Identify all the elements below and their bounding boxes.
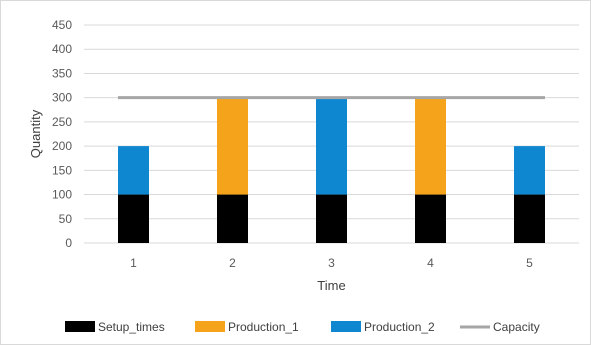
legend-swatch-production-2 xyxy=(331,321,361,332)
y-tick-label: 400 xyxy=(52,42,72,56)
legend-label-capacity: Capacity xyxy=(493,320,540,334)
bar-production-2-1 xyxy=(118,146,149,195)
x-tick-label: 5 xyxy=(526,256,533,270)
bar-production-2-5 xyxy=(514,146,545,195)
x-axis-title: Time xyxy=(317,278,345,293)
legend-label-production-2: Production_2 xyxy=(364,320,435,334)
y-tick-label: 350 xyxy=(52,66,72,80)
y-tick-label: 250 xyxy=(52,115,72,129)
legend-swatch-production-1 xyxy=(195,321,225,332)
legend-label-setup-times: Setup_times xyxy=(98,320,165,334)
axes: 0 50 100 150 200 250 300 350 400 450 1 2 3 4 5 xyxy=(52,18,533,270)
bar-production-1-2 xyxy=(217,97,248,195)
bars xyxy=(118,97,545,243)
x-tick-label: 3 xyxy=(328,256,335,270)
y-tick-label: 100 xyxy=(52,188,72,202)
legend-swatch-setup-times xyxy=(65,321,95,332)
legend: Setup_times Production_1 Production_2 Capac… xyxy=(65,320,540,334)
x-tick-label: 1 xyxy=(130,256,137,270)
bar-setup-times-2 xyxy=(217,194,248,243)
y-tick-label: 50 xyxy=(59,212,73,226)
bar-setup-times-4 xyxy=(415,194,446,243)
bar-production-2-3 xyxy=(316,97,347,195)
y-tick-label: 300 xyxy=(52,91,72,105)
y-tick-label: 200 xyxy=(52,139,72,153)
bar-production-1-4 xyxy=(415,97,446,195)
x-tick-label: 4 xyxy=(427,256,434,270)
bar-setup-times-3 xyxy=(316,194,347,243)
bar-setup-times-1 xyxy=(118,194,149,243)
y-axis-title: Quantity xyxy=(28,109,43,158)
y-tick-label: 0 xyxy=(65,236,72,250)
legend-label-production-1: Production_1 xyxy=(228,320,299,334)
x-tick-label: 2 xyxy=(229,256,236,270)
bar-setup-times-5 xyxy=(514,194,545,243)
y-tick-label: 150 xyxy=(52,163,72,177)
y-tick-label: 450 xyxy=(52,18,72,32)
